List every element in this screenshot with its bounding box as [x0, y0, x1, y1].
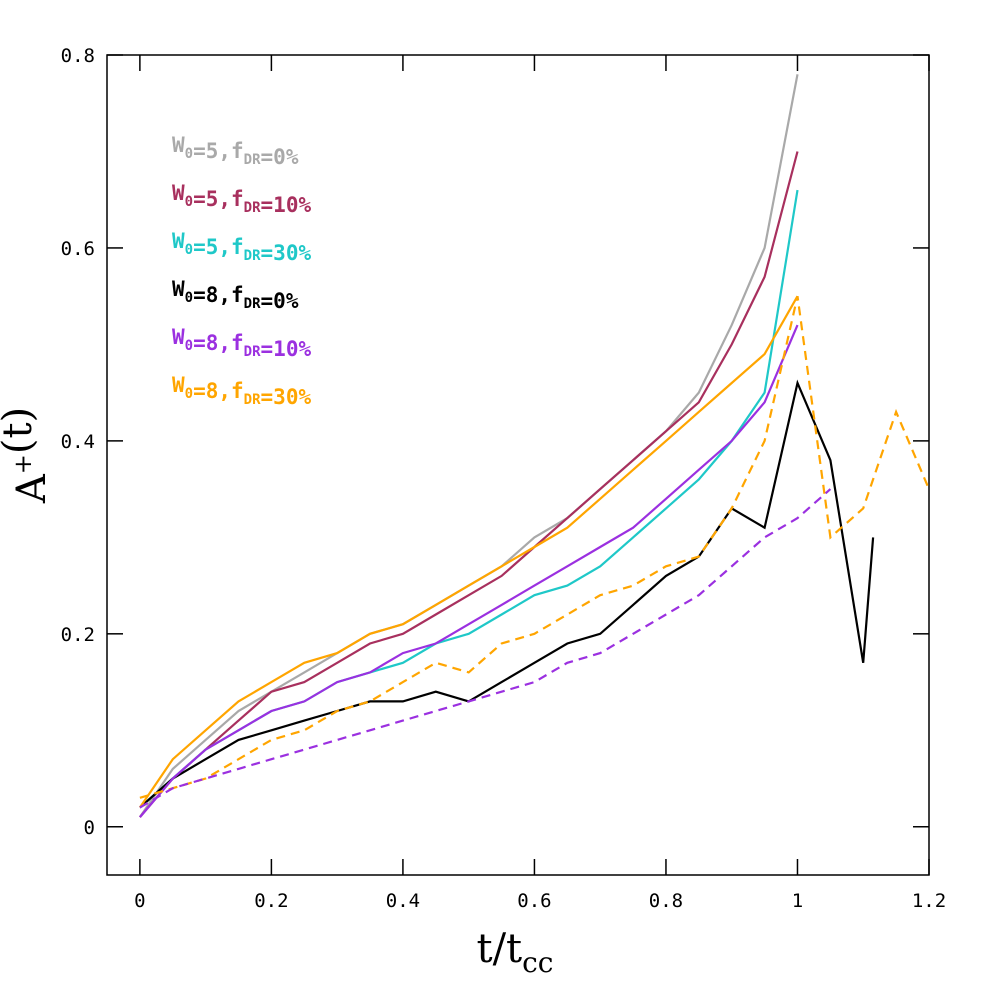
line	[138, 74, 799, 818]
x-tick-label: 0.6	[517, 890, 551, 912]
line	[139, 379, 875, 809]
y-tick-label: 0.4	[61, 431, 95, 453]
x-tick-label: 1.2	[912, 890, 946, 912]
legend-label: W0=5,fDR=0%	[172, 133, 299, 169]
line	[139, 151, 799, 818]
y-axis-label: A+(t)	[0, 407, 55, 504]
x-tick-label: 1	[792, 890, 803, 912]
plot-frame	[106, 54, 930, 876]
dashed-line	[139, 295, 929, 799]
y-tick-label: 0.2	[61, 624, 95, 646]
x-tick-label: 0.4	[386, 890, 420, 912]
x-tick-label: 0.2	[254, 890, 288, 912]
line	[138, 295, 799, 809]
legend-label: W0=8,fDR=10%	[172, 325, 311, 361]
legend-label: W0=8,fDR=30%	[172, 373, 311, 409]
line	[139, 324, 799, 818]
x-tick-label: 0	[134, 890, 145, 912]
legend-label: W0=5,fDR=30%	[172, 229, 311, 265]
dashed-line	[139, 488, 832, 809]
x-axis-label: t/tcc	[477, 926, 554, 979]
x-tick-label: 0.8	[649, 890, 683, 912]
legend-label: W0=5,fDR=10%	[172, 181, 311, 217]
y-tick-label: 0.6	[61, 238, 95, 260]
y-tick-label: 0	[84, 817, 95, 839]
y-tick-label: 0.8	[61, 45, 95, 67]
legend-label: W0=8,fDR=0%	[172, 277, 299, 313]
